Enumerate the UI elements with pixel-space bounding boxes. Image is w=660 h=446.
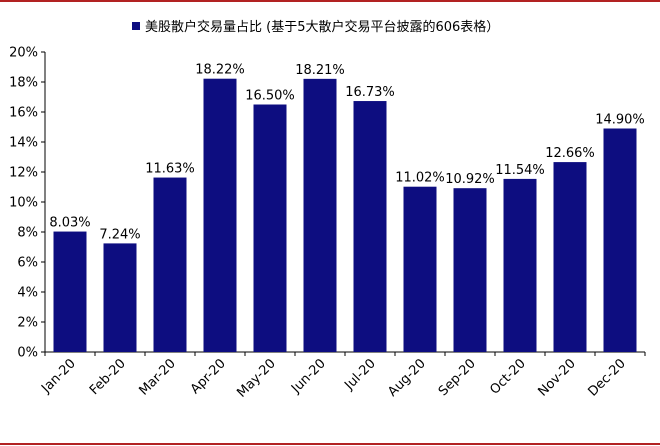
y-tick-label: 8% — [17, 226, 38, 241]
data-labels: 8.03% 7.24% 11.63% 18.22%16.50%18.21%16.73%… — [49, 63, 644, 243]
x-tick-label: Jan-20 — [38, 356, 79, 397]
x-tick-label: Jul-20 — [341, 356, 378, 393]
y-tick-label: 12% — [9, 166, 38, 181]
x-tick-label: May-20 — [234, 356, 278, 400]
y-tick-label: 4% — [17, 286, 38, 301]
bar — [403, 186, 437, 352]
data-label: 18.21% — [295, 63, 345, 78]
bar — [353, 101, 387, 352]
x-axis: Jan-20 Feb-20 Mar-20 Apr-20 May-20 Jun-20 Jul-… — [38, 351, 646, 401]
data-label: 7.24% — [99, 227, 140, 242]
x-tick-label: Feb-20 — [87, 356, 129, 398]
data-label: 16.50% — [245, 89, 295, 104]
bar — [503, 178, 537, 352]
bar — [153, 177, 187, 352]
data-label: 11.63% — [145, 162, 195, 177]
data-label: 11.54% — [495, 163, 545, 178]
y-tick-label: 16% — [9, 106, 38, 121]
data-label: 12.66% — [545, 146, 595, 161]
y-tick-label: 6% — [17, 256, 38, 271]
x-tick-label: Aug-20 — [385, 356, 429, 400]
x-tick-label: Oct-20 — [487, 356, 529, 398]
y-tick-label: 18% — [9, 76, 38, 91]
legend: 美股散户交易量占比 (基于5大散户交易平台披露的606表格） — [132, 19, 499, 35]
x-tick-label: Sep-20 — [436, 356, 479, 399]
x-tick-label: Nov-20 — [536, 356, 579, 399]
bar — [203, 78, 237, 352]
bar — [103, 243, 137, 352]
bars — [53, 78, 637, 352]
bar — [603, 128, 637, 352]
bar — [253, 104, 287, 352]
y-axis: 0% 2% 4% 6% 8% 10% 12% 14% 16% 18% 20% — [9, 46, 46, 361]
data-label: 10.92% — [445, 172, 495, 187]
x-tick-label: Jun-20 — [288, 356, 329, 397]
x-tick-label: Apr-20 — [188, 356, 229, 397]
bar — [53, 231, 87, 352]
y-tick-label: 0% — [17, 346, 38, 361]
legend-swatch — [132, 22, 140, 30]
data-label: 11.02% — [395, 171, 445, 186]
y-tick-label: 14% — [9, 136, 38, 151]
y-tick-label: 20% — [9, 46, 38, 61]
data-label: 14.90% — [595, 113, 645, 128]
data-label: 18.22% — [195, 63, 245, 78]
x-tick-label: Mar-20 — [136, 356, 178, 398]
x-tick-label: Dec-20 — [585, 356, 628, 399]
legend-text: 美股散户交易量占比 (基于5大散户交易平台披露的606表格） — [145, 19, 499, 35]
data-label: 16.73% — [345, 85, 395, 100]
bar — [453, 188, 487, 352]
bar — [303, 78, 337, 352]
y-tick-label: 2% — [17, 316, 38, 331]
data-label: 8.03% — [49, 216, 90, 231]
bar — [553, 162, 587, 352]
y-tick-label: 10% — [9, 196, 38, 211]
